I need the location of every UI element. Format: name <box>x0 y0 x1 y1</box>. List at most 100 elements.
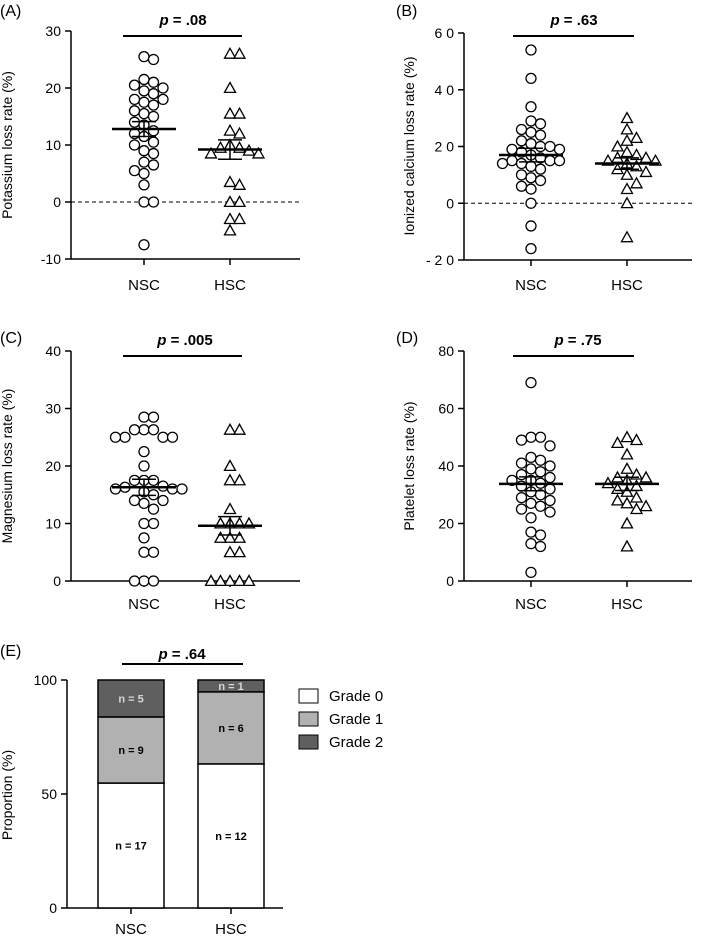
panel-a-nsc-point-21 <box>128 139 141 151</box>
panel-c-nsc-point-32 <box>128 575 141 587</box>
panel-b-hsc-point-17 <box>620 182 634 195</box>
panel-b-nsc-point-6 <box>525 126 537 138</box>
panel-a-hsc-point-17 <box>223 212 237 225</box>
panel-c-hsc-point-2 <box>223 459 237 472</box>
panel-a-nsc-point-26 <box>128 164 141 177</box>
panel-d-hsc-point-4 <box>620 462 634 474</box>
panel-b-hsc-point-19 <box>620 230 634 243</box>
panel-b-y-tick-label-3: 4 0 <box>435 82 455 98</box>
panel-e-y-tick-label-2: 100 <box>34 672 58 688</box>
panel-e-bar-count-hsc-grade-1: n = 6 <box>218 723 243 735</box>
panel-c-nsc-point-24 <box>147 503 160 515</box>
panel-label-a: (A) <box>0 3 21 20</box>
panel-a-nsc-point-17 <box>147 125 160 137</box>
panel-b-hsc-point-4 <box>610 139 625 152</box>
panel-b-nsc-point-22 <box>525 160 537 173</box>
panel-c-nsc-point-21 <box>128 494 141 507</box>
panel-b-p-value: p = .63 <box>549 12 597 29</box>
panel-a-hsc-point-14 <box>232 178 247 190</box>
panel-d-category-hsc: HSC <box>611 596 643 613</box>
panel-a-nsc-point-11 <box>147 99 160 111</box>
panel-d-hsc-point-0 <box>620 430 634 443</box>
legend-swatch-grade-1 <box>298 711 319 727</box>
legend-swatch-grade-2 <box>298 734 319 750</box>
panel-d-y-axis-title: Platelet loss rate (%) <box>401 401 417 530</box>
panel-b-y-axis-title: Ionized calcium loss rate (%) <box>401 57 417 236</box>
panel-b-nsc-point-17 <box>544 155 556 167</box>
panel-d-nsc-point-27 <box>525 526 537 538</box>
panel-a-nsc-point-6 <box>138 85 150 97</box>
panel-b-nsc-point-4 <box>534 118 547 130</box>
panel-c-hsc-point-5 <box>223 502 237 515</box>
panel-e-y-tick-label-1: 50 <box>41 786 57 802</box>
panel-c-hsc-point-17 <box>213 574 228 587</box>
panel-a-hsc-point-12 <box>251 146 266 159</box>
panel-b-hsc-point-8 <box>639 151 653 163</box>
panel-a-nsc-point-2 <box>138 73 150 86</box>
panel-c-y-axis-title: Magnesium loss rate (%) <box>0 389 15 544</box>
panel-c-nsc-point-22 <box>157 494 169 507</box>
panel-a-nsc-point-23 <box>147 147 160 160</box>
panel-b-hsc-point-3 <box>620 133 634 146</box>
panel-e-bar-count-nsc-grade-2: n = 5 <box>118 693 143 705</box>
panel-d-nsc-point-1 <box>525 431 537 443</box>
panel-d-y-tick-label-3: 60 <box>438 401 454 417</box>
panel-label-d: (D) <box>396 330 418 347</box>
panel-label-b: (B) <box>396 3 417 20</box>
panel-c-nsc-point-0 <box>138 411 150 423</box>
panel-a-hsc-point-2 <box>223 81 237 94</box>
legend-label-grade-0: Grade 0 <box>329 688 383 705</box>
panel-e-category-nsc: NSC <box>115 921 147 938</box>
panel-e-legend: Grade 0 Grade 1 Grade 2 <box>298 688 383 751</box>
panel-c-hsc-point-11 <box>232 531 247 543</box>
panel-e-bar-count-hsc-grade-0: n = 12 <box>215 831 247 843</box>
panel-c-hsc-point-14 <box>232 545 247 558</box>
panel-b-nsc-point-20 <box>515 157 528 170</box>
panel-d-y-tick-label-0: 0 <box>446 573 454 589</box>
panel-a-hsc-point-15 <box>223 195 237 208</box>
panel-a: (A) -10 0 10 20 30 Potassium loss rate (%) N… <box>0 3 300 294</box>
panel-c-hsc-point-0 <box>223 422 237 435</box>
panel-c: (C) 0 10 20 30 40 Magnesium loss rate (%) NS… <box>0 330 300 613</box>
panel-d-nsc-point-17 <box>544 483 556 495</box>
panel-c-hsc-point-3 <box>223 473 237 486</box>
panel-b-y-tick-label-4: 6 0 <box>435 25 455 41</box>
panel-e-p-value: p = .64 <box>157 646 206 663</box>
panel-c-hsc-point-13 <box>223 545 237 558</box>
panel-a-nsc-point-3 <box>147 76 160 88</box>
panel-d-y-tick-label-4: 80 <box>438 343 454 359</box>
panel-a-category-nsc: NSC <box>128 277 160 294</box>
panel-c-nsc-point-18 <box>176 483 188 495</box>
panel-b-y-tick-label-1: 0 <box>446 195 454 211</box>
panel-b-hsc-point-12 <box>629 159 644 172</box>
panel-d-nsc-point-28 <box>534 529 547 541</box>
panel-d-nsc-point-7 <box>515 457 528 469</box>
panel-e: (E) 0 50 100 n = 17 n = 9 n = 5 n = 12 n = 6 n =… <box>0 643 383 938</box>
panel-b-axes: - 2 0 0 2 0 4 0 6 0 <box>426 25 692 268</box>
panel-d-p-value: p = .75 <box>553 332 601 349</box>
panel-d-nsc-point-24 <box>515 503 528 515</box>
panel-e-bar-nsc-grade-2 <box>97 679 165 718</box>
panel-d-nsc-point-31 <box>525 566 537 579</box>
panel-b-nsc-point-27 <box>515 180 528 192</box>
panel-a-nsc-point-1 <box>147 53 160 66</box>
panel-d-nsc-point-8 <box>544 460 556 472</box>
panel-c-hsc-point-4 <box>232 473 247 486</box>
panel-e-y-tick-label-0: 0 <box>49 900 57 916</box>
panel-d-nsc-point-26 <box>525 512 537 524</box>
panel-c-y-tick-label-2: 20 <box>45 458 61 474</box>
panel-b-nsc-point-2 <box>525 101 537 113</box>
panel-e-bar-count-hsc-grade-2: n = 1 <box>218 681 243 693</box>
panel-a-p-value: p = .08 <box>158 12 206 29</box>
panel-a-hsc-point-11 <box>204 146 218 159</box>
panel-b-nsc-point-0 <box>525 44 537 56</box>
panel-a-hsc-point-1 <box>232 46 247 59</box>
panel-b-nsc-point-23 <box>534 163 547 175</box>
panel-b-nsc-point-5 <box>515 123 528 136</box>
panel-b-hsc-point-5 <box>620 145 634 158</box>
panel-b-y-tick-label-2: 2 0 <box>435 139 455 155</box>
panel-a-axes: -10 0 10 20 30 <box>41 23 300 267</box>
panel-d-hsc-point-1 <box>629 433 644 446</box>
panel-c-nsc-point-31 <box>147 575 160 587</box>
